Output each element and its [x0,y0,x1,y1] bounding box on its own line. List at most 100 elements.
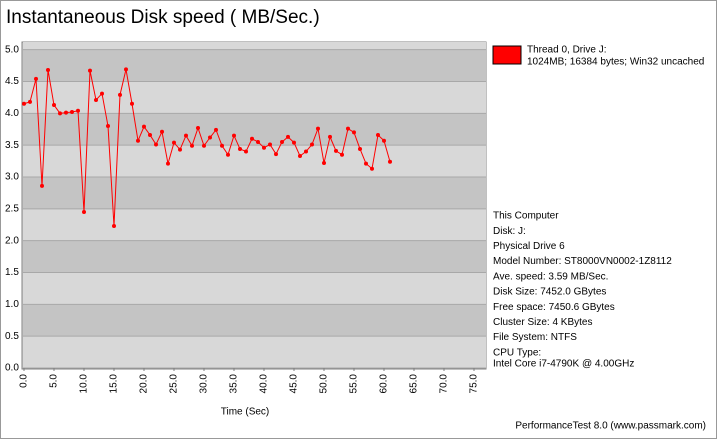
data-point [358,146,362,151]
y-tick-label: 0.5 [5,331,19,342]
data-point [298,153,302,158]
data-point [166,161,170,166]
data-point [28,99,32,104]
data-point [160,129,164,134]
data-point [274,152,278,157]
band [23,42,486,50]
footer: PerformanceTest 8.0 (www.passmark.com) [515,421,706,432]
data-point [370,166,374,171]
band [23,145,486,177]
x-tick-label: 0.0 [19,374,30,388]
data-point [136,138,140,143]
x-tick-label: 55.0 [349,374,360,394]
data-point [244,149,248,154]
data-point [250,136,254,141]
data-point [340,152,344,157]
data-point [310,142,314,147]
data-point [172,140,176,145]
data-point [232,133,236,138]
data-point [58,111,62,116]
data-point [82,210,86,215]
data-point [304,149,308,154]
legend-swatch [492,45,522,65]
y-tick-label: 2.5 [5,203,19,214]
x-tick-label: 30.0 [199,374,210,394]
x-tick-label: 35.0 [229,374,240,394]
legend-label: Thread 0, Drive J: [527,45,606,56]
band [23,336,486,368]
data-point [148,132,152,137]
y-tick-label: 1.5 [5,267,19,278]
info-line: Cluster Size: 4 KBytes [493,317,592,328]
data-point [34,76,38,81]
x-tick-label: 45.0 [289,374,300,394]
info-line: Physical Drive 6 [493,241,565,252]
data-point [346,126,350,131]
band [23,81,486,114]
data-point [214,127,218,132]
data-point [70,110,74,115]
band [23,208,486,241]
data-point [124,67,128,72]
data-point [388,159,392,164]
data-point [316,126,320,131]
info-line: Model Number: ST8000VN0002-1Z8112 [493,256,672,267]
info-line: Ave. speed: 3.59 MB/Sec. [493,271,608,282]
y-tick-label: 0.0 [5,363,19,374]
info-line: CPU Type: [493,347,541,358]
data-point [220,143,224,148]
y-tick-label: 4.5 [5,76,19,87]
data-point [262,145,266,150]
data-point [112,224,116,229]
x-tick-label: 75.0 [469,374,480,394]
data-point [238,146,242,151]
data-point [208,135,212,140]
data-point [94,97,98,102]
data-point [190,143,194,148]
y-tick-label: 3.0 [5,172,19,183]
band [23,49,486,82]
legend-detail: 1024MB; 16384 bytes; Win32 uncached [527,57,704,68]
y-tick-label: 3.5 [5,140,19,151]
x-tick-label: 50.0 [319,374,330,394]
band [23,176,486,209]
data-point [202,143,206,148]
data-point [226,152,230,157]
data-point [256,139,260,144]
data-point [286,134,290,139]
data-point [268,142,272,147]
y-tick-label: 1.0 [5,299,19,310]
data-point [46,68,50,73]
x-tick-label: 60.0 [379,374,390,394]
y-tick-label: 2.0 [5,235,19,246]
data-point [88,68,92,73]
data-point [130,101,134,106]
info-line: Disk: J: [493,226,526,237]
data-point [376,132,380,137]
x-tick-label: 10.0 [79,374,90,394]
x-tick-label: 5.0 [49,374,60,388]
data-point [40,183,44,188]
y-tick-label: 4.0 [5,108,19,119]
data-point [364,161,368,166]
data-point [352,130,356,135]
info-line: Free space: 7450.6 GBytes [493,302,615,313]
info-line: Disk Size: 7452.0 GBytes [493,287,606,298]
data-point [184,133,188,138]
data-point [106,124,110,129]
x-axis-label: Time (Sec) [221,407,270,418]
x-tick-label: 25.0 [169,374,180,394]
series-line [23,69,391,227]
data-point [52,103,56,108]
data-point [196,125,200,130]
data-point [328,134,332,139]
data-point [292,140,296,145]
data-point [64,110,68,115]
data-point [118,92,122,97]
data-point [334,148,338,153]
info-line: Intel Core i7-4790K @ 4.00GHz [493,359,634,370]
data-point [280,139,284,144]
band [23,240,486,273]
data-point [178,147,182,152]
